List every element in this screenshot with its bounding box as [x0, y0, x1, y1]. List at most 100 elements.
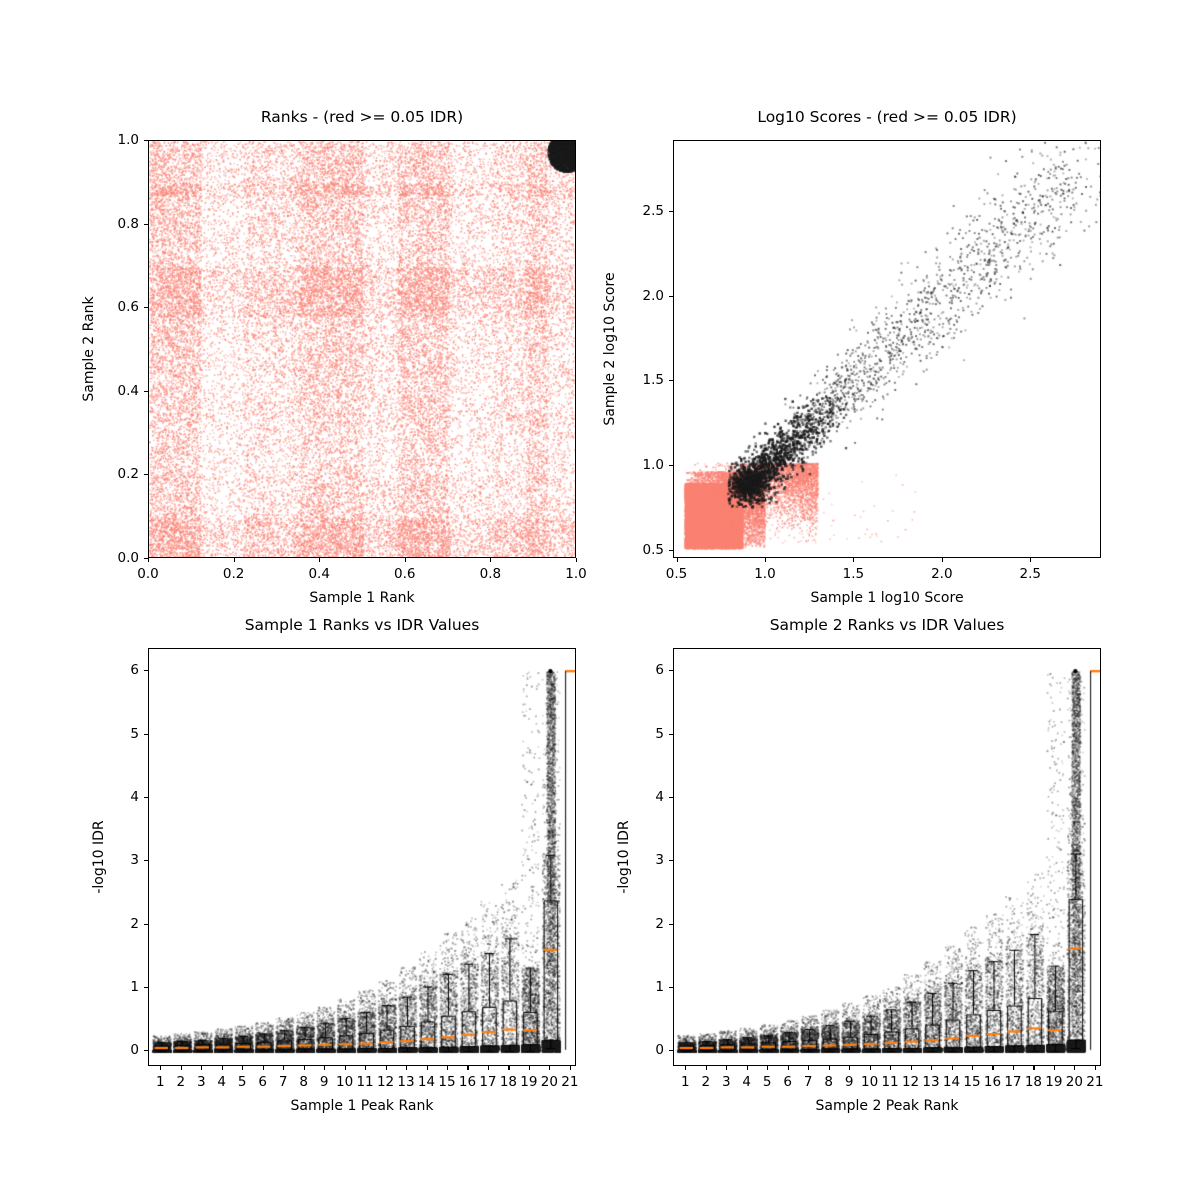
y-tick-mark: [669, 923, 673, 925]
x-tick-label: 13: [922, 1074, 940, 1090]
x-tick-mark: [764, 558, 767, 562]
x-tick-mark: [1012, 1066, 1015, 1070]
x-tick-mark: [890, 1066, 892, 1070]
y-tick-mark: [144, 733, 148, 735]
x-tick-label: 7: [803, 1074, 813, 1090]
x-tick-label: 4: [217, 1074, 227, 1090]
x-tick-mark: [148, 558, 150, 562]
x-tick-mark: [1030, 558, 1032, 562]
x-tick-label: 2.5: [1019, 566, 1041, 582]
x-tick-label: 20: [1065, 1074, 1083, 1090]
y-tick-mark: [669, 986, 673, 988]
x-tick-label: 19: [1045, 1074, 1063, 1090]
x-tick-mark: [869, 1066, 871, 1070]
y-tick-mark: [144, 923, 148, 925]
y-tick-label: 1: [655, 978, 664, 995]
x-tick-label: 5: [762, 1074, 772, 1090]
x-tick-label: 2.0: [931, 566, 953, 582]
x-tick-mark: [160, 1066, 162, 1070]
x-tick-mark: [1053, 1066, 1055, 1070]
x-tick-label: 0.8: [479, 566, 502, 582]
y-tick-label: 6: [130, 662, 139, 679]
x-tick-label: 16: [983, 1074, 1002, 1090]
x-tick-mark: [705, 1066, 707, 1070]
x-tick-label: 20: [540, 1074, 558, 1090]
x-tick-mark: [324, 1066, 326, 1070]
x-tick-label: 1: [155, 1074, 165, 1090]
x-tick-mark: [853, 558, 855, 562]
panel-scores-scatter: Log10 Scores - (red >= 0.05 IDR) 0.5 1.0 1…: [602, 108, 1101, 606]
x-tick-label: 11: [356, 1074, 374, 1090]
x-tick-mark: [404, 558, 406, 562]
x-tick-mark: [971, 1066, 974, 1070]
x-tick-label: 4: [742, 1074, 752, 1090]
x-tick-mark: [283, 1066, 285, 1070]
y-tick-mark: [669, 860, 673, 862]
x-tick-mark: [676, 558, 678, 562]
x-tick-mark: [1074, 1066, 1076, 1070]
sample1-idr-canvas: [149, 649, 575, 1065]
y-tick-label: 1.0: [117, 132, 139, 148]
x-tick-label: 15: [438, 1074, 456, 1090]
x-tick-mark: [951, 1066, 953, 1070]
y-tick-mark: [669, 796, 673, 798]
x-tick-label: 0.6: [394, 566, 416, 582]
y-tick-label: 1: [130, 978, 139, 995]
x-tick-label: 0.2: [222, 566, 245, 582]
ranks-scatter-canvas: [149, 141, 575, 557]
x-tick-mark: [746, 1066, 748, 1070]
x-tick-mark: [365, 1066, 367, 1070]
x-tick-mark: [221, 1066, 223, 1070]
y-tick-label: 1.5: [642, 372, 664, 389]
y-tick-mark: [669, 295, 673, 297]
x-tick-label: 0.4: [308, 566, 330, 582]
x-tick-label: 19: [520, 1074, 538, 1090]
panel-sample2-idr: Sample 2 Ranks vs IDR Values 1 2 3 4 5 6 7 8 9 10…: [616, 616, 1103, 1114]
x-tick-mark: [406, 1066, 408, 1070]
x-tick-mark: [385, 1066, 387, 1070]
x-tick-label: 6: [783, 1074, 792, 1090]
y-tick-label: 2.5: [642, 203, 664, 220]
y-tick-label: 0.5: [642, 541, 664, 558]
x-tick-mark: [849, 1066, 851, 1070]
axis-label-sample1-peak-rank: Sample 1 Peak Rank: [290, 1098, 434, 1114]
y-tick-mark: [144, 307, 148, 309]
x-tick-mark: [508, 1066, 510, 1070]
x-tick-label: 10: [860, 1074, 879, 1090]
x-tick-label: 18: [499, 1074, 517, 1090]
y-tick-mark: [144, 670, 148, 672]
y-tick-label: 0: [130, 1042, 139, 1059]
x-tick-mark: [446, 1066, 449, 1070]
x-tick-label: 1: [680, 1074, 690, 1090]
x-tick-label: 0.0: [137, 566, 159, 582]
scores-scatter-canvas: [674, 141, 1100, 557]
x-tick-mark: [828, 1066, 830, 1070]
y-tick-mark: [144, 558, 148, 560]
x-tick-mark: [180, 1066, 182, 1070]
x-tick-label: 7: [278, 1074, 288, 1090]
y-tick-label: 0.8: [117, 215, 139, 232]
x-tick-label: 12: [901, 1074, 920, 1090]
x-tick-mark: [490, 558, 492, 562]
x-tick-label: 1.5: [842, 566, 865, 582]
x-tick-label: 1.0: [754, 566, 776, 582]
axis-label-sample1-rank: Sample 1 Rank: [309, 590, 415, 606]
y-tick-label: 5: [655, 725, 664, 742]
y-tick-mark: [669, 211, 673, 213]
x-tick-mark: [992, 1066, 994, 1070]
y-tick-label: 0.4: [117, 382, 139, 399]
x-tick-label: 2: [701, 1074, 711, 1090]
x-tick-mark: [467, 1066, 469, 1070]
x-tick-label: 6: [258, 1074, 267, 1090]
y-tick-mark: [144, 796, 148, 798]
x-tick-label: 8: [299, 1074, 308, 1090]
y-tick-label: 1.0: [642, 456, 664, 473]
panel-title-sample2-idr: Sample 2 Ranks vs IDR Values: [769, 616, 1005, 634]
x-tick-label: 10: [335, 1074, 354, 1090]
x-tick-mark: [1094, 1066, 1096, 1070]
y-tick-label: 4: [130, 788, 139, 805]
axis-label-sample2-rank: Sample 2 Rank: [81, 296, 97, 402]
x-tick-label: 11: [881, 1074, 899, 1090]
axis-label-sample1-score: Sample 1 log10 Score: [810, 590, 964, 606]
y-tick-label: 5: [130, 725, 139, 742]
